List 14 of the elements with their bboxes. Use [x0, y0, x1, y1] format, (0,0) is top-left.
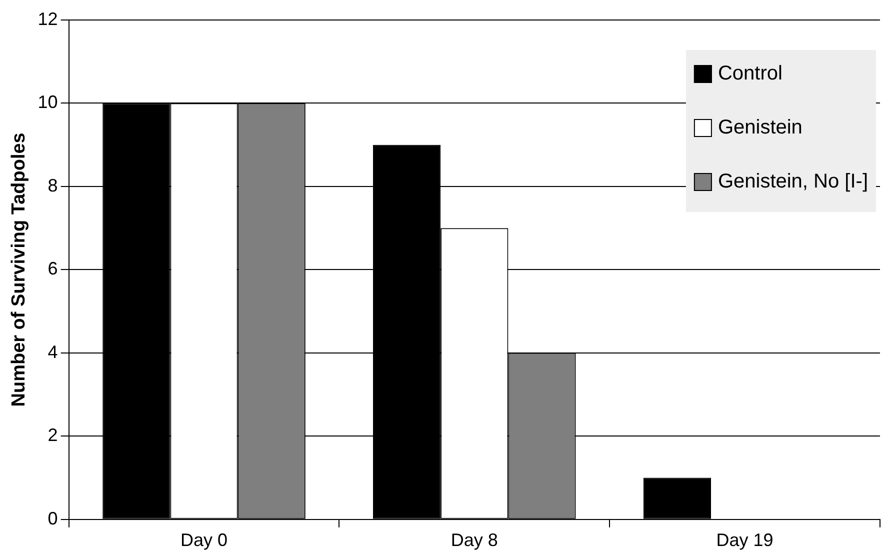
x-tick-label: Day 8: [450, 530, 498, 550]
y-axis-title: Number of Surviving Tadpoles: [8, 132, 30, 407]
legend-label: Genistein, No [I-]: [718, 170, 868, 193]
y-tick-label: 0: [48, 508, 58, 528]
y-tick-label: 8: [48, 175, 58, 196]
y-tick-label: 12: [38, 8, 58, 29]
x-tick-label: Day 19: [716, 530, 774, 550]
y-tick-label: 4: [48, 342, 58, 362]
y-tick-label: 10: [38, 92, 58, 112]
y-tick-label: 2: [48, 425, 58, 446]
x-tick-label: Day 0: [180, 530, 228, 550]
legend-label: Genistein: [718, 116, 802, 139]
y-tick-label: 6: [48, 258, 58, 279]
legend-label: Control: [718, 62, 782, 85]
